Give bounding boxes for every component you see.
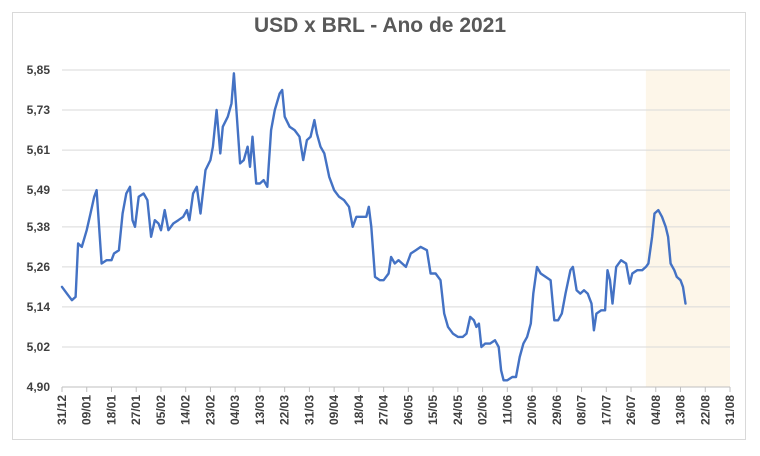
y-tick-label: 5,02 [27, 340, 51, 354]
x-tick-label: 13/03 [253, 395, 267, 425]
x-tick-label: 09/01 [80, 395, 94, 425]
x-tick-label: 24/05 [451, 395, 465, 425]
y-tick-label: 5,61 [27, 143, 51, 157]
x-tick-label: 20/06 [525, 395, 539, 425]
y-tick-label: 5,49 [27, 183, 51, 197]
x-tick-label: 06/05 [401, 395, 415, 425]
x-tick-label: 09/04 [327, 395, 341, 425]
y-tick-label: 5,14 [27, 300, 51, 314]
y-tick-label: 5,38 [27, 220, 51, 234]
x-tick-label: 13/08 [674, 395, 688, 425]
x-tick-label: 18/04 [352, 395, 366, 425]
x-tick-label: 26/07 [624, 395, 638, 425]
grid-lines [62, 69, 730, 348]
highlight-band [645, 70, 730, 387]
x-tick-label: 31/03 [302, 395, 316, 425]
x-tick-label: 27/01 [129, 395, 143, 425]
x-tick-label: 31/08 [723, 395, 737, 425]
chart-title: USD x BRL - Ano de 2021 [253, 14, 507, 37]
x-tick-label: 04/03 [228, 395, 242, 425]
x-tick-label: 23/02 [203, 395, 217, 425]
y-axis-ticks: 4,90 5,02 5,14 5,26 5,38 5,49 5,61 5,73 5,85 [27, 63, 51, 394]
x-tick-label: 22/08 [698, 395, 712, 425]
y-tick-label: 5,26 [27, 260, 51, 274]
y-tick-label: 5,73 [27, 103, 51, 117]
x-axis [61, 386, 731, 392]
series-line [60, 72, 687, 382]
x-tick-label: 11/06 [500, 395, 514, 425]
x-tick-label: 22/03 [278, 395, 292, 425]
x-tick-label: 04/08 [649, 395, 663, 425]
x-tick-label: 17/07 [599, 395, 613, 425]
x-tick-label: 31/12 [55, 395, 69, 425]
y-tick-label: 5,85 [27, 63, 51, 77]
x-tick-label: 14/02 [179, 395, 193, 425]
x-tick-label: 05/02 [154, 395, 168, 425]
x-axis-ticks: 31/12 09/01 18/01 27/01 05/02 14/02 23/02 04/03… [55, 395, 737, 425]
x-tick-label: 29/06 [550, 395, 564, 425]
y-tick-label: 4,90 [27, 380, 51, 394]
x-tick-label: 15/05 [426, 395, 440, 425]
x-tick-label: 18/01 [104, 395, 118, 425]
x-tick-label: 02/06 [476, 395, 490, 425]
x-tick-label: 08/07 [575, 395, 589, 425]
x-tick-label: 27/04 [377, 395, 391, 425]
